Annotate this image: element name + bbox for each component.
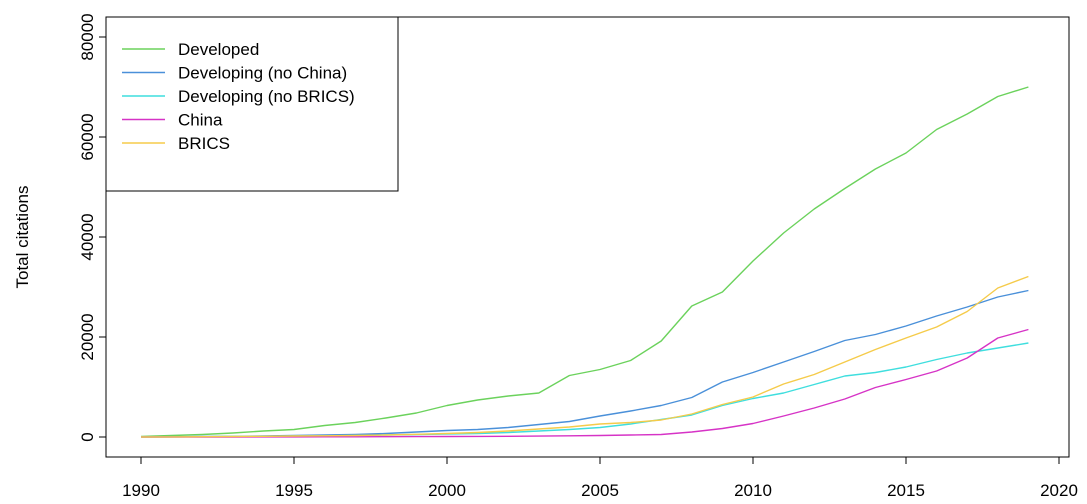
x-tick-label: 1990 xyxy=(122,481,160,500)
legend-box xyxy=(105,16,399,192)
x-tick-label: 2015 xyxy=(887,481,925,500)
x-tick-label: 2010 xyxy=(734,481,772,500)
y-tick-label: 0 xyxy=(78,432,97,441)
legend-label: BRICS xyxy=(178,134,230,153)
series-layer xyxy=(140,86,1029,438)
legend: Developed Developing (no China) Developing… xyxy=(105,16,399,192)
series-line-developing-no-brics xyxy=(140,342,1029,438)
x-tick-label: 2005 xyxy=(581,481,619,500)
y-tick-label: 20000 xyxy=(78,313,97,360)
legend-label: Developed xyxy=(178,40,259,59)
x-axis: 1990 1995 2000 2005 2010 2015 2020 xyxy=(122,456,1078,500)
y-tick-label: 60000 xyxy=(78,113,97,160)
y-tick-label: 80000 xyxy=(78,13,97,60)
series-line-developed xyxy=(140,86,1029,438)
y-tick-label: 40000 xyxy=(78,213,97,260)
legend-label: Developing (no BRICS) xyxy=(178,87,355,106)
series-line-brics xyxy=(140,275,1029,438)
legend-label: China xyxy=(178,111,223,130)
series-line-china xyxy=(141,328,1029,438)
x-tick-label: 2020 xyxy=(1040,481,1078,500)
legend-label: Developing (no China) xyxy=(178,64,347,83)
x-tick-label: 2000 xyxy=(428,481,466,500)
y-axis-title: Total citations xyxy=(13,186,32,289)
series-line-developing-no-china xyxy=(140,289,1029,438)
x-tick-label: 1995 xyxy=(275,481,313,500)
y-axis: 0 20000 40000 60000 80000 xyxy=(78,13,107,442)
